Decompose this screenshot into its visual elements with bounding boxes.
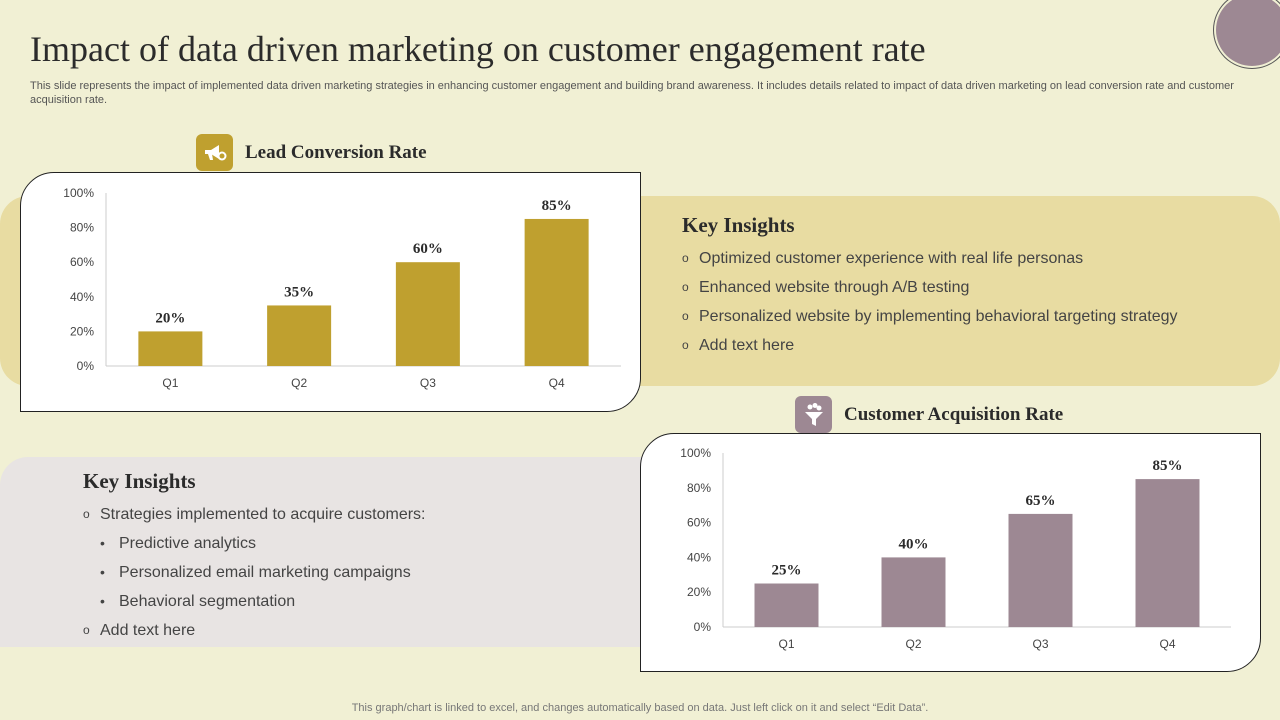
lead-conversion-chart-svg: 0% 20% 40% 60% 80% 100% 20% Q1 35% Q2 60% Q3 85% Q4 xyxy=(63,186,621,390)
bar-q3 xyxy=(395,262,460,366)
lead-conversion-title: Lead Conversion Rate xyxy=(245,141,427,163)
x-tick-label: Q3 xyxy=(420,376,436,390)
dot-bullet-icon: • xyxy=(100,593,105,609)
circle-bullet-icon: o xyxy=(682,338,689,352)
bar-q2 xyxy=(881,557,946,627)
x-tick-label: Q1 xyxy=(162,376,178,390)
bar-q2 xyxy=(267,305,332,366)
page-subtitle: This slide represents the impact of impl… xyxy=(30,80,1234,106)
key-insights-top: Key Insights o Optimized customer experie… xyxy=(682,213,1177,360)
data-label: 85% xyxy=(542,198,572,214)
key-insights-top-list: o Optimized customer experience with real… xyxy=(682,244,1177,360)
x-tick-label: Q2 xyxy=(905,637,921,651)
list-subitem-text: Predictive analytics xyxy=(119,535,256,552)
customer-acquisition-header: Customer Acquisition Rate xyxy=(795,396,1063,433)
y-tick-label: 100% xyxy=(63,186,94,200)
key-insights-bottom: Key Insights o Strategies implemented to … xyxy=(83,469,425,645)
data-label: 65% xyxy=(1026,493,1056,509)
list-item: o Enhanced website through A/B testing xyxy=(682,273,1177,302)
lead-conversion-header: Lead Conversion Rate xyxy=(196,134,427,171)
circle-bullet-icon: o xyxy=(682,309,689,323)
data-label: 40% xyxy=(899,536,929,552)
list-item-text: Add text here xyxy=(699,337,795,354)
key-insights-top-title: Key Insights xyxy=(682,213,795,237)
y-tick-label: 80% xyxy=(70,221,94,235)
y-tick-label: 40% xyxy=(70,290,94,304)
list-item: o Add text here xyxy=(682,331,1177,360)
list-subitem-text: Personalized email marketing campaigns xyxy=(119,564,411,581)
circle-bullet-icon: o xyxy=(83,623,90,637)
y-tick-label: 100% xyxy=(680,446,711,460)
dot-bullet-icon: • xyxy=(100,564,105,580)
customer-acquisition-chart-svg: 0% 20% 40% 60% 80% 100% 25% Q1 40% Q2 65% Q3 85% Q4 xyxy=(680,446,1231,651)
data-label: 85% xyxy=(1153,458,1183,474)
data-label: 60% xyxy=(413,241,443,257)
list-subitem-text: Behavioral segmentation xyxy=(119,593,296,610)
megaphone-icon xyxy=(196,134,233,171)
y-tick-label: 40% xyxy=(687,550,711,564)
bottom-band xyxy=(0,457,700,647)
x-tick-label: Q1 xyxy=(778,637,794,651)
list-subitem: • Personalized email marketing campaigns xyxy=(83,558,425,587)
list-item-text: Enhanced website through A/B testing xyxy=(699,279,970,296)
list-subitem: • Behavioral segmentation xyxy=(83,587,425,616)
data-label: 20% xyxy=(155,310,185,326)
list-item: o Add text here xyxy=(83,616,425,645)
y-tick-label: 20% xyxy=(70,324,94,338)
x-tick-label: Q3 xyxy=(1032,637,1048,651)
y-tick-label: 80% xyxy=(687,481,711,495)
bar-q3 xyxy=(1008,513,1073,627)
list-item-text: Personalized website by implementing beh… xyxy=(699,308,1178,325)
circle-bullet-icon: o xyxy=(83,507,90,521)
bar-q1 xyxy=(754,583,819,627)
key-insights-bottom-title: Key Insights xyxy=(83,469,196,493)
bar-q1 xyxy=(138,331,203,366)
lead-conversion-chart: 0% 20% 40% 60% 80% 100% 20% Q1 35% Q2 60% Q3 85% Q4 xyxy=(20,172,641,412)
footer-note: This graph/chart is linked to excel, and… xyxy=(351,702,929,714)
decorative-circle xyxy=(1216,0,1280,66)
y-tick-label: 60% xyxy=(70,255,94,269)
customer-acquisition-chart: 0% 20% 40% 60% 80% 100% 25% Q1 40% Q2 65% Q3 85% Q4 xyxy=(640,433,1261,672)
funnel-icon xyxy=(795,396,832,433)
circle-bullet-icon: o xyxy=(682,251,689,265)
bar-q4 xyxy=(524,218,589,366)
x-tick-label: Q2 xyxy=(291,376,307,390)
data-label: 35% xyxy=(284,284,314,300)
y-tick-label: 0% xyxy=(77,359,95,373)
customer-acquisition-title: Customer Acquisition Rate xyxy=(844,403,1064,425)
y-tick-label: 20% xyxy=(687,585,711,599)
bar-q4 xyxy=(1135,479,1200,627)
list-item-text: Add text here xyxy=(100,622,196,639)
x-tick-label: Q4 xyxy=(549,376,565,390)
data-label: 25% xyxy=(772,563,802,579)
key-insights-bottom-list: o Strategies implemented to acquire custo… xyxy=(83,500,425,645)
list-subitem: • Predictive analytics xyxy=(83,529,425,558)
list-item-text: Optimized customer experience with real … xyxy=(699,250,1084,267)
y-tick-label: 60% xyxy=(687,516,711,530)
circle-bullet-icon: o xyxy=(682,280,689,294)
list-item: o Optimized customer experience with real… xyxy=(682,244,1177,273)
page-title: Impact of data driven marketing on custo… xyxy=(30,29,926,69)
dot-bullet-icon: • xyxy=(100,535,105,551)
y-tick-label: 0% xyxy=(694,620,712,634)
list-item: o Strategies implemented to acquire custo… xyxy=(83,500,425,529)
list-item-text: Strategies implemented to acquire custom… xyxy=(100,506,426,523)
x-tick-label: Q4 xyxy=(1159,637,1175,651)
list-item: o Personalized website by implementing be… xyxy=(682,302,1177,331)
